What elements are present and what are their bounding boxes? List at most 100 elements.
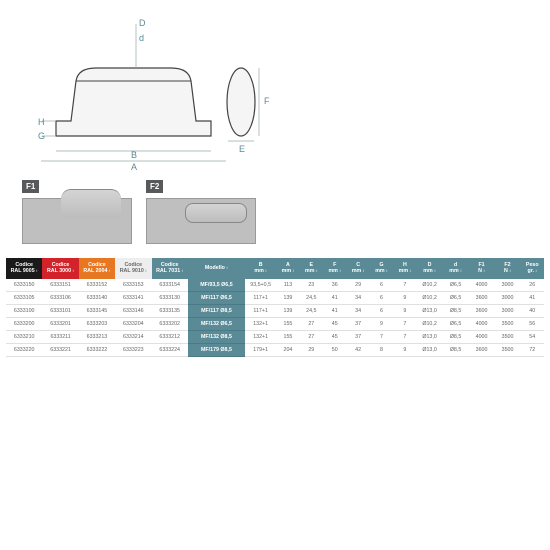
cell: Ø10,2: [417, 279, 443, 292]
col-header[interactable]: CodiceRAL 7031: [152, 258, 188, 279]
cell: 6333154: [152, 279, 188, 292]
col-header[interactable]: Gmm: [370, 258, 393, 279]
cell: 6333210: [6, 330, 42, 343]
cell: 6333204: [115, 317, 151, 330]
cell: 29: [346, 279, 369, 292]
col-header[interactable]: Dmm: [417, 258, 443, 279]
svg-text:d: d: [139, 33, 144, 43]
cell: 3600: [469, 304, 495, 317]
col-header[interactable]: F1N: [469, 258, 495, 279]
cell: 6333214: [115, 330, 151, 343]
cell: Ø6,5: [443, 291, 469, 304]
cell: 7: [393, 279, 416, 292]
cell: 34: [346, 291, 369, 304]
cell: MF/93,5 Ø6,5: [188, 279, 245, 292]
cell: 9: [393, 343, 416, 356]
table-row: 63332206333221633322263332236333224MF/17…: [6, 343, 544, 356]
svg-text:H: H: [38, 117, 45, 127]
cell: 34: [346, 304, 369, 317]
cell: 4000: [469, 279, 495, 292]
f1-label: F1: [22, 180, 39, 193]
cell: 6333211: [42, 330, 78, 343]
col-header[interactable]: CodiceRAL 3000: [42, 258, 78, 279]
cell: 117+1: [245, 291, 276, 304]
col-header[interactable]: Fmm: [323, 258, 346, 279]
cell: 6333223: [115, 343, 151, 356]
cell: 40: [521, 304, 544, 317]
cell: 56: [521, 317, 544, 330]
cell: 6333106: [42, 291, 78, 304]
cell: 3600: [469, 291, 495, 304]
col-header[interactable]: Pesogr.: [521, 258, 544, 279]
cell: 204: [276, 343, 299, 356]
cell: Ø10,2: [417, 317, 443, 330]
cell: 50: [323, 343, 346, 356]
cell: 6: [370, 304, 393, 317]
col-header[interactable]: Bmm: [245, 258, 276, 279]
col-header[interactable]: Emm: [300, 258, 323, 279]
cell: 6333153: [115, 279, 151, 292]
f2-label: F2: [146, 180, 163, 193]
cell: Ø13,0: [417, 343, 443, 356]
col-header[interactable]: Modello: [188, 258, 245, 279]
cell: Ø13,0: [417, 330, 443, 343]
cell: 6333152: [79, 279, 115, 292]
cell: 6333222: [79, 343, 115, 356]
technical-drawing: D d H G B A F E: [6, 6, 544, 186]
table-row: 63331006333101633314563331466333135MF/11…: [6, 304, 544, 317]
cell: Ø8,5: [443, 330, 469, 343]
cell: 132+1: [245, 317, 276, 330]
svg-text:G: G: [38, 131, 45, 141]
col-header[interactable]: Cmm: [346, 258, 369, 279]
cell: 7: [393, 317, 416, 330]
cell: 3500: [495, 317, 521, 330]
cell: 117+1: [245, 304, 276, 317]
force-diagrams: F1 F2: [6, 194, 544, 254]
col-header[interactable]: CodiceRAL 9010: [115, 258, 151, 279]
table-row: 63332106333211633321363332146333212MF/13…: [6, 330, 544, 343]
cell: 3000: [495, 291, 521, 304]
cell: MF/117 Ø6,5: [188, 291, 245, 304]
cell: 7: [370, 330, 393, 343]
cell: 3000: [495, 304, 521, 317]
cell: 132+1: [245, 330, 276, 343]
cell: 3600: [469, 343, 495, 356]
cell: 6333141: [115, 291, 151, 304]
svg-text:E: E: [239, 144, 245, 154]
spec-table: CodiceRAL 9005CodiceRAL 3000CodiceRAL 20…: [6, 258, 544, 357]
cell: 8: [370, 343, 393, 356]
cell: 7: [393, 330, 416, 343]
col-header[interactable]: F2N: [495, 258, 521, 279]
cell: 9: [393, 291, 416, 304]
col-header[interactable]: dmm: [443, 258, 469, 279]
cell: 27: [300, 330, 323, 343]
cell: 37: [346, 330, 369, 343]
cell: 29: [300, 343, 323, 356]
cell: 23: [300, 279, 323, 292]
cell: 6333200: [6, 317, 42, 330]
cell: 93,5+0,5: [245, 279, 276, 292]
col-header[interactable]: CodiceRAL 2004: [79, 258, 115, 279]
cell: 155: [276, 330, 299, 343]
col-header[interactable]: CodiceRAL 9005: [6, 258, 42, 279]
cell: 6333212: [152, 330, 188, 343]
cell: 37: [346, 317, 369, 330]
cell: 41: [323, 304, 346, 317]
cell: MF/179 Ø8,5: [188, 343, 245, 356]
col-header[interactable]: Hmm: [393, 258, 416, 279]
cell: 6333146: [115, 304, 151, 317]
cell: 6333221: [42, 343, 78, 356]
cell: Ø6,5: [443, 317, 469, 330]
cell: 6333213: [79, 330, 115, 343]
col-header[interactable]: Amm: [276, 258, 299, 279]
cell: 72: [521, 343, 544, 356]
cell: Ø8,5: [443, 304, 469, 317]
cell: 41: [521, 291, 544, 304]
cell: 4000: [469, 330, 495, 343]
cell: 42: [346, 343, 369, 356]
cell: 6333101: [42, 304, 78, 317]
cell: 6333145: [79, 304, 115, 317]
svg-text:B: B: [131, 150, 137, 160]
cell: 4000: [469, 317, 495, 330]
cell: Ø6,5: [443, 279, 469, 292]
